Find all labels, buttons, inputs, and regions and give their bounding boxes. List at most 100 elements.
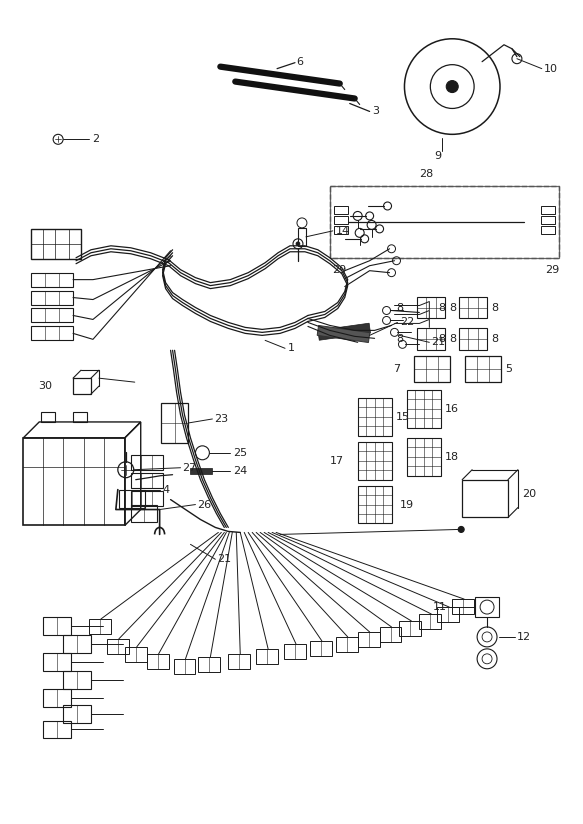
Bar xyxy=(475,597,499,617)
Text: 8: 8 xyxy=(449,335,456,344)
Text: 4: 4 xyxy=(163,485,170,494)
Bar xyxy=(131,455,163,470)
Text: 8: 8 xyxy=(449,302,456,312)
Text: 5: 5 xyxy=(505,364,512,374)
Text: 17: 17 xyxy=(329,456,344,466)
Text: 24: 24 xyxy=(233,466,248,475)
Text: 19: 19 xyxy=(399,499,413,509)
Bar xyxy=(358,442,392,480)
Bar xyxy=(31,326,73,340)
Text: 8: 8 xyxy=(438,302,445,312)
Text: 16: 16 xyxy=(445,404,459,414)
Bar xyxy=(318,323,371,340)
Bar xyxy=(310,641,332,656)
Circle shape xyxy=(446,81,458,92)
Bar xyxy=(198,657,220,672)
Bar xyxy=(174,659,195,674)
Text: 27: 27 xyxy=(182,463,197,473)
Bar xyxy=(380,627,402,642)
Bar xyxy=(541,216,555,224)
Text: 21: 21 xyxy=(431,337,445,348)
Bar xyxy=(73,412,87,422)
Bar xyxy=(330,186,559,258)
Text: 14: 14 xyxy=(336,226,350,236)
Bar xyxy=(63,635,91,653)
Bar xyxy=(465,356,501,382)
Text: 8: 8 xyxy=(491,335,498,344)
Bar xyxy=(107,639,129,653)
Bar xyxy=(541,226,555,234)
Bar xyxy=(43,689,71,707)
Text: 26: 26 xyxy=(198,499,212,509)
Text: 8: 8 xyxy=(491,302,498,312)
Text: 28: 28 xyxy=(419,169,434,179)
Circle shape xyxy=(296,241,300,246)
Text: 6: 6 xyxy=(296,57,303,67)
Bar xyxy=(437,607,459,622)
Text: 8: 8 xyxy=(396,335,403,344)
Bar xyxy=(125,647,147,662)
Bar xyxy=(417,329,445,350)
Bar xyxy=(334,226,347,234)
Bar xyxy=(43,617,71,635)
Text: 11: 11 xyxy=(433,602,447,612)
Bar xyxy=(31,273,73,287)
Bar xyxy=(131,504,157,522)
Bar xyxy=(31,229,81,259)
Bar xyxy=(131,490,163,506)
Bar xyxy=(462,480,508,517)
Bar xyxy=(284,644,306,659)
Bar xyxy=(161,403,188,442)
Bar xyxy=(459,297,487,318)
Bar xyxy=(358,398,392,436)
Bar xyxy=(399,621,422,636)
Text: 3: 3 xyxy=(373,106,380,116)
Text: 10: 10 xyxy=(544,63,558,73)
Bar xyxy=(43,653,71,671)
Text: 20: 20 xyxy=(522,489,536,499)
Text: 29: 29 xyxy=(545,265,559,274)
Bar xyxy=(541,206,555,214)
Bar xyxy=(419,614,441,629)
Bar xyxy=(415,356,450,382)
Text: 30: 30 xyxy=(38,382,52,391)
Circle shape xyxy=(458,527,464,532)
Bar xyxy=(43,720,71,738)
Text: 23: 23 xyxy=(215,414,229,424)
Bar xyxy=(131,473,163,488)
Text: 12: 12 xyxy=(517,632,531,642)
Text: 8: 8 xyxy=(396,302,403,312)
Bar xyxy=(408,390,441,428)
Bar xyxy=(73,378,91,394)
Bar xyxy=(330,186,559,258)
Text: 18: 18 xyxy=(445,452,459,461)
Text: 8: 8 xyxy=(438,335,445,344)
Bar xyxy=(63,705,91,723)
Bar xyxy=(63,671,91,689)
Text: 21: 21 xyxy=(217,555,231,564)
Text: 22: 22 xyxy=(401,317,415,327)
Bar xyxy=(147,653,168,669)
Bar xyxy=(119,489,145,508)
Bar xyxy=(317,325,370,343)
Bar xyxy=(358,485,392,523)
Bar xyxy=(298,228,306,246)
Bar xyxy=(408,438,441,475)
Text: 1: 1 xyxy=(288,344,295,353)
Bar xyxy=(358,632,380,647)
Bar xyxy=(89,619,111,634)
Bar xyxy=(459,329,487,350)
Text: 9: 9 xyxy=(435,152,442,162)
Text: 2: 2 xyxy=(92,134,99,144)
Bar xyxy=(334,216,347,224)
Bar xyxy=(229,653,250,669)
Bar xyxy=(191,468,212,474)
Text: 7: 7 xyxy=(394,364,401,374)
Bar xyxy=(452,599,474,614)
Bar xyxy=(417,297,445,318)
Bar xyxy=(23,438,125,526)
Bar xyxy=(336,637,358,652)
Bar xyxy=(31,308,73,322)
Text: 29: 29 xyxy=(332,265,346,274)
Bar xyxy=(256,648,278,664)
